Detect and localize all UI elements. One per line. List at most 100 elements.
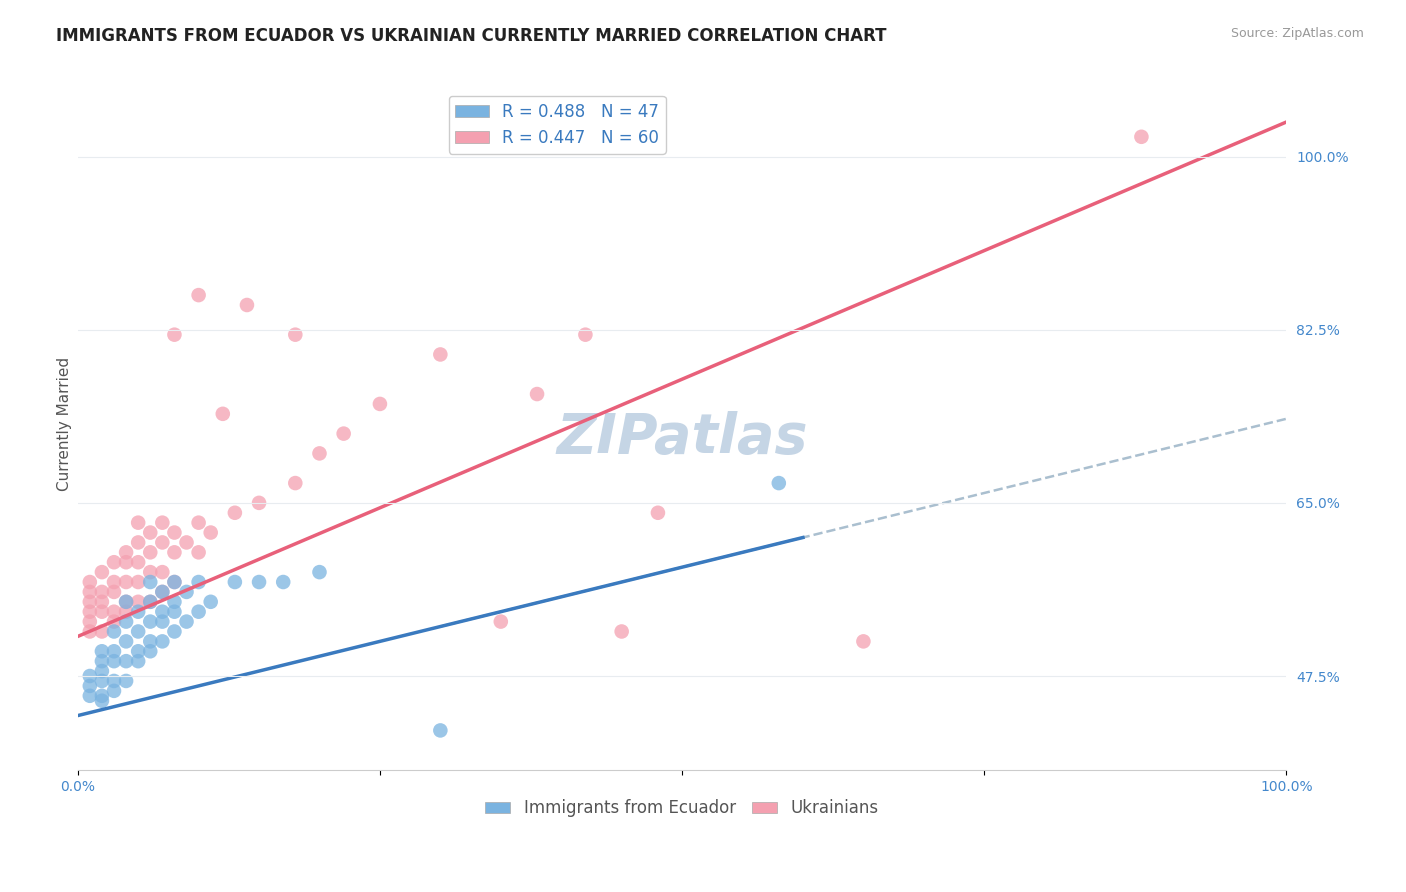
Point [150,516,173,530]
Point [139,634,162,648]
Point [176,615,198,629]
Point [163,545,186,559]
Point [332,426,354,441]
Legend: Immigrants from Ecuador, Ukrainians: Immigrants from Ecuador, Ukrainians [478,793,886,824]
Point [187,545,209,559]
Point [127,654,149,668]
Point [79,689,101,703]
Point [176,585,198,599]
Point [187,574,209,589]
Point [103,654,125,668]
Point [139,615,162,629]
Point [90,694,112,708]
Point [163,574,186,589]
Point [127,574,149,589]
Point [115,574,138,589]
Text: ZIPatlas: ZIPatlas [557,410,808,465]
Point [271,574,294,589]
Point [368,397,391,411]
Point [139,595,162,609]
Point [139,595,162,609]
Point [127,595,149,609]
Point [115,555,138,569]
Point [163,605,186,619]
Point [90,605,112,619]
Point [308,446,330,460]
Point [79,615,101,629]
Point [139,565,162,579]
Point [115,654,138,668]
Point [163,624,186,639]
Point [127,516,149,530]
Point [79,585,101,599]
Point [90,624,112,639]
Point [489,615,512,629]
Point [115,545,138,559]
Point [150,605,173,619]
Point [284,327,307,342]
Point [115,634,138,648]
Point [176,535,198,549]
Point [236,298,259,312]
Point [247,496,270,510]
Point [150,634,173,648]
Point [187,605,209,619]
Point [163,525,186,540]
Point [429,347,451,361]
Point [150,585,173,599]
Point [139,545,162,559]
Point [115,605,138,619]
Point [115,673,138,688]
Point [139,574,162,589]
Point [768,476,790,491]
Point [574,327,596,342]
Point [647,506,669,520]
Point [150,535,173,549]
Point [163,574,186,589]
Text: Source: ZipAtlas.com: Source: ZipAtlas.com [1230,27,1364,40]
Point [526,387,548,401]
Point [247,574,270,589]
Point [163,327,186,342]
Point [308,565,330,579]
Point [852,634,875,648]
Point [139,525,162,540]
Point [150,615,173,629]
Point [79,605,101,619]
Point [127,535,149,549]
Point [103,615,125,629]
Point [103,574,125,589]
Point [139,644,162,658]
Point [200,595,222,609]
Point [115,595,138,609]
Point [1130,129,1153,144]
Point [127,644,149,658]
Point [90,664,112,678]
Point [610,624,633,639]
Point [115,615,138,629]
Point [127,555,149,569]
Point [224,506,246,520]
Point [79,679,101,693]
Point [429,723,451,738]
Point [211,407,233,421]
Point [163,595,186,609]
Point [90,644,112,658]
Point [224,574,246,589]
Point [103,624,125,639]
Point [103,585,125,599]
Point [150,585,173,599]
Point [103,555,125,569]
Point [79,574,101,589]
Point [127,624,149,639]
Point [90,689,112,703]
Point [284,476,307,491]
Text: IMMIGRANTS FROM ECUADOR VS UKRAINIAN CURRENTLY MARRIED CORRELATION CHART: IMMIGRANTS FROM ECUADOR VS UKRAINIAN CUR… [56,27,887,45]
Point [103,683,125,698]
Point [200,525,222,540]
Point [187,288,209,302]
Point [187,516,209,530]
Point [127,605,149,619]
Point [90,654,112,668]
Point [90,595,112,609]
